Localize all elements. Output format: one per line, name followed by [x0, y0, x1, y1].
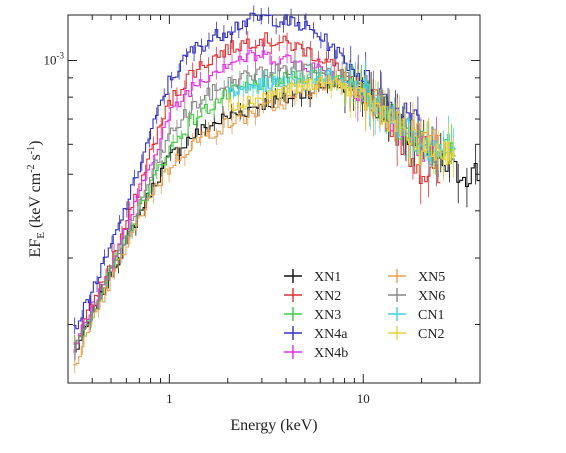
y-axis-title-exp1: -2: [26, 164, 37, 172]
legend: XN1 XN2 XN3 XN4a XN4b XN5 XN6 CN1 CN2: [284, 269, 445, 361]
legend-label: XN4a: [314, 327, 348, 342]
legend-label: XN1: [314, 270, 341, 285]
legend-item-xn5: XN5: [388, 269, 445, 285]
series-cn2: [227, 65, 456, 181]
legend-item-xn4b: XN4b: [284, 345, 348, 361]
y-axis-title-sub: E: [35, 232, 47, 239]
y-axis-title: EFE (keV cm-2 s-1): [26, 141, 47, 258]
tick-labels: 1 10 10-3: [44, 51, 370, 406]
x-tick-label: 1: [166, 391, 173, 406]
axis-ticks: [67, 15, 481, 383]
legend-item-xn1: XN1: [284, 269, 341, 285]
legend-label: XN5: [418, 270, 445, 285]
x-tick-label: 10: [357, 391, 370, 406]
series-line: [73, 49, 441, 351]
x-axis-title: Energy (keV): [230, 417, 317, 434]
y-axis-title-exp2: -1: [26, 146, 37, 154]
y-axis-title-mid: s: [27, 154, 44, 164]
legend-label: XN2: [314, 289, 341, 304]
legend-item-xn6: XN6: [388, 288, 445, 304]
legend-item-xn3: XN3: [284, 307, 341, 323]
legend-item-cn2: CN2: [388, 326, 444, 342]
legend-item-xn2: XN2: [284, 288, 341, 304]
legend-item-cn1: CN1: [388, 307, 444, 323]
series-layer: [73, 5, 480, 374]
series-line: [73, 12, 422, 330]
y-axis-title-close: ): [27, 141, 44, 146]
legend-label: CN2: [418, 327, 444, 342]
legend-label: XN3: [314, 308, 341, 323]
series-line: [227, 75, 456, 165]
plot-frame: [67, 14, 481, 384]
legend-label: XN6: [418, 289, 445, 304]
series-line: [227, 68, 456, 162]
legend-label: XN4b: [314, 346, 348, 361]
series-line: [73, 77, 441, 366]
series-xn6: [73, 53, 441, 361]
y-axis-title-main: EF: [27, 239, 44, 258]
y-tick-label: 10-3: [44, 51, 65, 68]
series-xn2: [73, 31, 441, 352]
series-line: [73, 60, 441, 353]
y-axis-title-units: (keV cm: [27, 172, 44, 232]
legend-label: CN1: [418, 308, 444, 323]
legend-item-xn4a: XN4a: [284, 326, 348, 342]
series-line: [73, 32, 441, 344]
